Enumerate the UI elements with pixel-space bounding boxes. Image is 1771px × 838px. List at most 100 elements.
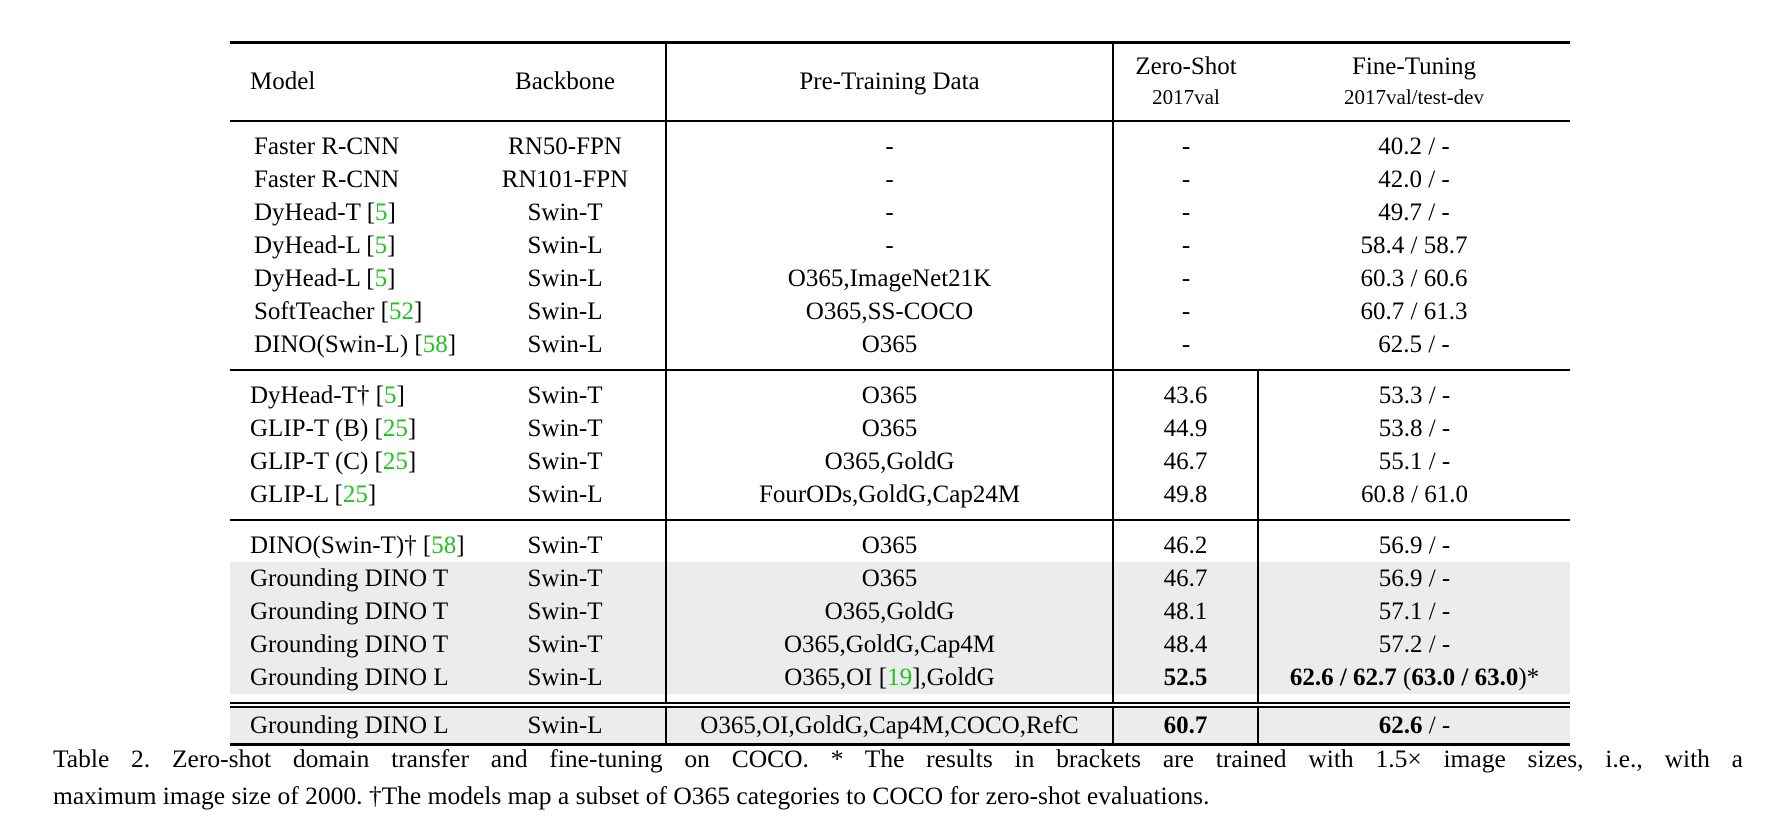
finetune-cell: 55.1 / -	[1378, 448, 1451, 475]
finetune-cell: 57.2 / -	[1258, 628, 1570, 661]
header-finetune-label: Fine-Tuning	[1351, 53, 1477, 80]
zeroshot-cell: 46.7	[1113, 445, 1259, 478]
citation-link[interactable]: 25	[342, 481, 368, 508]
model-cell: Faster R-CNN	[254, 133, 400, 160]
finetune-cell: 62.6 / -	[1258, 706, 1570, 746]
data-cell: -	[666, 196, 1114, 229]
finetune-cell: 60.7 / 61.3	[1360, 298, 1468, 325]
backbone-cell: Swin-T	[465, 595, 667, 628]
caption-line-2: maximum image size of 2000. †The models …	[53, 781, 1210, 810]
header-zeroshot-sub: 2017val	[1152, 85, 1220, 109]
finetune-cell: 62.5 / -	[1378, 331, 1450, 358]
model-cell: Grounding DINO T	[230, 595, 465, 628]
model-cell: SoftTeacher [52]	[254, 298, 423, 325]
model-cell: GLIP-L [25]	[250, 481, 377, 508]
backbone-cell: Swin-T	[465, 628, 667, 661]
model-cell: DINO(Swin-L) [58]	[254, 331, 457, 358]
citation-link[interactable]: 25	[382, 415, 408, 442]
backbone-cell: Swin-L	[465, 229, 667, 262]
data-cell: O365	[666, 328, 1114, 361]
table-row: GLIP-L [25] Swin-L FourODs,GoldG,Cap24M …	[230, 478, 1570, 511]
citation-link[interactable]: 52	[389, 298, 414, 325]
backbone-cell: Swin-L	[465, 706, 667, 746]
zeroshot-cell: 44.9	[1113, 412, 1259, 445]
model-cell: Grounding DINO L	[230, 706, 465, 746]
model-cell: GLIP-T (C) [25]	[250, 448, 417, 475]
header-finetune: Fine-Tuning 2017val/test-dev	[1258, 41, 1570, 121]
table-row: SoftTeacher [52] Swin-L O365,SS-COCO - 6…	[230, 295, 1570, 328]
zeroshot-cell: -	[1181, 232, 1191, 259]
zeroshot-cell: -	[1181, 265, 1191, 292]
citation-link[interactable]: 58	[422, 331, 448, 358]
table-row: DyHead-L [5] Swin-L O365,ImageNet21K - 6…	[230, 262, 1570, 295]
caption-line-1: Table 2. Zero-shot domain transfer and f…	[53, 744, 1743, 773]
backbone-cell: RN101-FPN	[465, 163, 667, 196]
data-cell: O365,GoldG,Cap4M	[666, 628, 1114, 661]
zeroshot-cell: 43.6	[1113, 379, 1259, 412]
data-cell: O365,ImageNet21K	[666, 262, 1114, 295]
data-cell: O365,OI [19],GoldG	[666, 661, 1114, 694]
finetune-cell: 57.1 / -	[1258, 595, 1570, 628]
zeroshot-cell: -	[1181, 166, 1191, 193]
model-cell: DINO(Swin-T)† [58]	[250, 532, 465, 559]
citation-link[interactable]: 25	[382, 448, 408, 475]
backbone-cell: Swin-L	[465, 328, 667, 361]
table-row-highlighted: Grounding DINO T Swin-T O365 46.7 56.9 /…	[230, 562, 1570, 595]
table-row-highlighted: Grounding DINO T Swin-T O365,GoldG 48.1 …	[230, 595, 1570, 628]
data-cell: O365,GoldG	[666, 445, 1114, 478]
backbone-cell: Swin-L	[465, 478, 667, 511]
data-cell: O365,OI,GoldG,Cap4M,COCO,RefC	[666, 706, 1114, 746]
header-backbone: Backbone	[465, 41, 667, 121]
data-cell: O365	[666, 379, 1114, 412]
model-cell: DyHead-L [5]	[254, 265, 396, 292]
backbone-cell: Swin-T	[465, 562, 667, 595]
finetune-cell: 42.0 / -	[1378, 166, 1450, 193]
finetune-cell: 53.3 / -	[1378, 382, 1451, 409]
finetune-cell: 49.7 / -	[1378, 199, 1450, 226]
finetune-cell: 53.8 / -	[1378, 415, 1451, 442]
data-cell: O365	[666, 529, 1114, 562]
zeroshot-cell: 49.8	[1113, 478, 1259, 511]
zeroshot-cell: 46.7	[1113, 562, 1259, 595]
backbone-cell: Swin-L	[465, 295, 667, 328]
group-spacer	[230, 120, 1570, 130]
table-row-highlighted: Grounding DINO T Swin-T O365,GoldG,Cap4M…	[230, 628, 1570, 661]
backbone-cell: Swin-L	[465, 661, 667, 694]
backbone-cell: Swin-T	[465, 529, 667, 562]
data-cell: -	[666, 130, 1114, 163]
backbone-cell: Swin-T	[465, 379, 667, 412]
data-cell: O365	[666, 562, 1114, 595]
citation-link[interactable]: 5	[374, 265, 388, 292]
model-cell: Grounding DINO T	[230, 562, 465, 595]
data-cell: O365	[666, 412, 1114, 445]
citation-link[interactable]: 5	[375, 199, 388, 226]
table-header-row: Model Backbone Pre-Training Data Zero-Sh…	[230, 41, 1570, 121]
results-table: Model Backbone Pre-Training Data Zero-Sh…	[230, 41, 1570, 746]
table-row: GLIP-T (B) [25] Swin-T O365 44.9 53.8 / …	[230, 412, 1570, 445]
zeroshot-cell: 48.4	[1113, 628, 1259, 661]
finetune-cell: 60.3 / 60.6	[1360, 265, 1468, 292]
backbone-cell: Swin-T	[465, 196, 667, 229]
citation-link[interactable]: 19	[887, 664, 913, 691]
data-cell: -	[666, 229, 1114, 262]
model-cell: Grounding DINO L	[230, 661, 465, 694]
table-row: DyHead-T† [5] Swin-T O365 43.6 53.3 / -	[230, 379, 1570, 412]
table-row: GLIP-T (C) [25] Swin-T O365,GoldG 46.7 5…	[230, 445, 1570, 478]
finetune-cell: 56.9 / -	[1258, 562, 1570, 595]
zeroshot-cell: -	[1181, 133, 1191, 160]
citation-link[interactable]: 5	[383, 382, 397, 409]
finetune-cell: 56.9 / -	[1378, 532, 1451, 559]
citation-link[interactable]: 58	[431, 532, 457, 559]
model-cell: Grounding DINO T	[230, 628, 465, 661]
zeroshot-cell: -	[1181, 199, 1191, 226]
data-cell: O365,GoldG	[666, 595, 1114, 628]
model-cell: Faster R-CNN	[254, 166, 400, 193]
group-spacer	[230, 519, 1570, 529]
zeroshot-cell: -	[1181, 298, 1191, 325]
table-row-highlighted: Grounding DINO L Swin-L O365,OI [19],Gol…	[230, 661, 1570, 694]
table-row: Faster R-CNN RN50-FPN - - 40.2 / -	[230, 130, 1570, 163]
citation-link[interactable]: 5	[374, 232, 388, 259]
data-cell: O365,SS-COCO	[666, 295, 1114, 328]
model-cell: DyHead-T [5]	[254, 199, 396, 226]
group-spacer	[230, 511, 1570, 520]
